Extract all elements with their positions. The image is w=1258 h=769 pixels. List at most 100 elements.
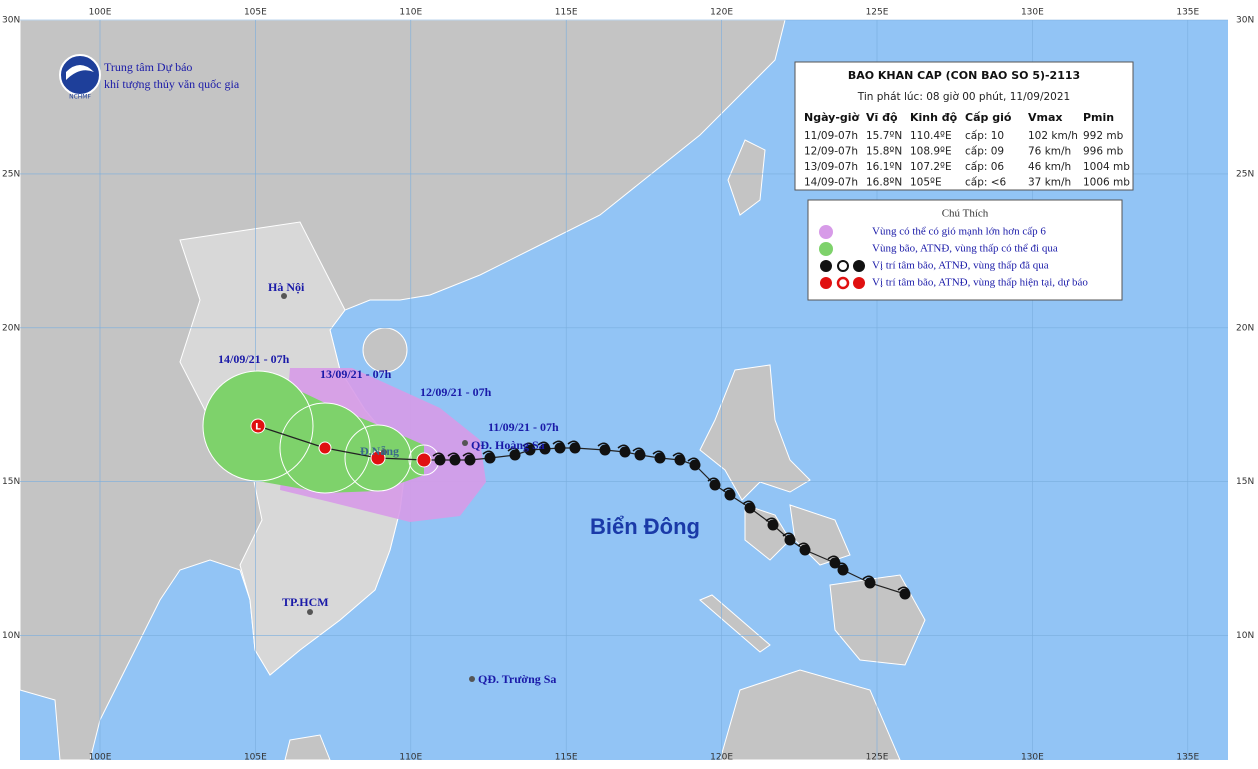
table-cell: 16.8ºN [866,177,902,189]
table-cell: 12/09-07h [804,146,858,158]
lon-label: 115E [555,8,578,18]
table-cell: 16.1ºN [866,161,902,173]
city-label: Đ.Nẵng [360,444,399,458]
logo: NCHMF Trung tâm Dự báo khí tượng thủy vă… [59,54,240,101]
past-swirl [797,542,810,548]
past-swirl [782,532,795,538]
legend-item: Vùng bão, ATNĐ, vùng thấp có thể đi qua [872,243,1058,255]
island-label: QĐ. Hoàng Sa [471,438,545,452]
past-position [634,449,646,461]
past-position [554,442,566,454]
legend-title: Chú Thích [942,208,989,220]
lat-label: 30N [2,16,20,26]
past-position [599,444,611,456]
past-swirl [522,442,535,448]
past-swirl [765,517,778,523]
past-swirl [672,452,685,458]
legend-box: Chú Thích Vùng có thể có gió mạnh lớn hơ… [807,199,1123,301]
forecast-positions [250,418,432,468]
past-swirl [597,442,610,448]
table-cell: cấp: <6 [965,177,1007,189]
lat-label: 25N [2,169,20,179]
bulletin-title: BAO KHAN CAP (CON BAO SO 5)-2113 [848,69,1080,82]
past-swirl [537,441,550,447]
past-position [837,564,849,576]
past-swirl [507,447,520,453]
city-label: Hà Nội [268,280,305,294]
table-header: Kinh độ [910,111,958,124]
date-label: 12/09/21 - 07h [420,385,492,399]
bulletin-box: BAO KHAN CAP (CON BAO SO 5)-2113 Tin phá… [794,61,1134,191]
date-label: 11/09/21 - 07h [488,420,559,434]
past-swirl [687,457,700,463]
land [19,19,926,761]
past-position [569,442,581,454]
table-header: Cấp gió [965,111,1012,124]
table-header: Pmin [1083,111,1114,124]
table-cell: cấp: 10 [965,130,1004,142]
lon-label: 125E [866,753,889,763]
table-header: Vĩ độ [866,111,898,124]
past-position [744,502,756,514]
table-cell: 1006 mb [1083,177,1130,189]
island-label: QĐ. Trường Sa [478,672,556,686]
table-header: Vmax [1028,111,1063,124]
past-position [784,534,796,546]
lon-label: 135E [1176,8,1199,18]
lon-label: 120E [710,8,733,18]
lat-label: 15N [2,477,20,487]
lon-label: 120E [710,753,733,763]
past-position [724,489,736,501]
past-position [709,479,721,491]
table-cell: 107.2ºE [910,161,952,173]
past-swirl [552,440,565,446]
past-swirl [482,450,495,456]
logo-text: khí tượng thủy văn quốc gia [104,77,240,91]
past-swirl [707,477,720,483]
table-cell: 102 km/h [1028,130,1078,142]
past-positions [432,440,911,600]
lat-label: 20N [2,323,20,333]
past-position [899,588,911,600]
past-position [539,443,551,455]
date-label: 14/09/21 - 07h [218,352,290,366]
bulletin-subtitle: Tin phát lúc: 08 giờ 00 phút, 11/09/2021 [857,91,1070,103]
logo-text: Trung tâm Dự báo [104,60,192,74]
past-position [654,452,666,464]
lat-label: 10N [2,631,20,641]
table-cell: 46 km/h [1028,161,1071,173]
lon-label: 115E [555,753,578,763]
lat-label: 15N [1236,477,1254,487]
lon-label: 135E [1176,753,1199,763]
city-label: TP.HCM [282,595,329,609]
lon-label: 110E [399,753,422,763]
table-cell: 76 km/h [1028,146,1071,158]
past-position [689,459,701,471]
lat-label: 25N [1236,169,1254,179]
lon-label: 130E [1021,753,1044,763]
date-label: 13/09/21 - 07h [320,367,392,381]
past-swirl [862,575,875,581]
lat-label: 30N [1236,16,1254,26]
table-cell: 992 mb [1083,130,1124,142]
graticule [20,19,1228,760]
table-cell: 110.4ºE [910,130,952,142]
lon-label: 105E [244,753,267,763]
logo-badge: NCHMF [69,94,91,101]
table-cell: cấp: 09 [965,146,1004,158]
table-cell: 105ºE [910,177,942,189]
place-dots [281,293,475,682]
sea-label: Biển Đông [590,514,700,539]
lon-label: 100E [89,8,112,18]
past-swirl [447,452,460,458]
svg-text:L: L [255,423,261,433]
past-swirl [632,447,645,453]
lon-label: 105E [244,8,267,18]
past-swirl [567,440,580,446]
past-position [464,454,476,466]
past-swirl [617,444,630,450]
past-position [449,454,461,466]
past-swirl [897,586,910,592]
past-swirl [827,555,840,561]
